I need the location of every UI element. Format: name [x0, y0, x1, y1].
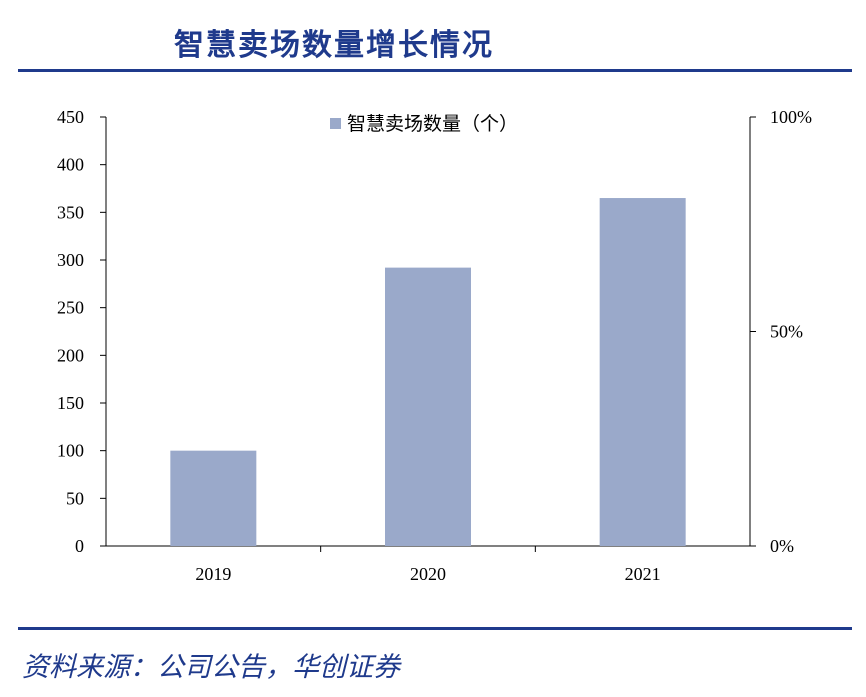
- bar-chart: 0 50 100 150 200 250 300 350 400 450 0% 50% 100% 2019…: [57, 107, 812, 584]
- x-tick-label: 2019: [195, 564, 231, 584]
- footer-divider: [18, 627, 852, 630]
- y-tick-label: 250: [57, 298, 84, 318]
- x-tick-label: 2020: [410, 564, 446, 584]
- chart-title: 智慧卖场数量增长情况: [174, 29, 494, 62]
- x-tick-label: 2021: [625, 564, 661, 584]
- y-tick-label: 200: [57, 345, 84, 365]
- y2-tick-label: 100%: [770, 107, 812, 127]
- bar-2021: [599, 198, 686, 547]
- y-tick-label: 300: [57, 250, 84, 270]
- source-note: 资料来源：公司公告，华创证券: [22, 652, 400, 682]
- y-tick-label: 100: [57, 441, 84, 461]
- legend-swatch: [330, 118, 341, 129]
- y-tick-label: 150: [57, 393, 84, 413]
- y-tick-label: 400: [57, 155, 84, 175]
- bar-2019: [170, 450, 257, 546]
- bar-2020: [385, 267, 471, 546]
- legend-label: 智慧卖场数量（个）: [347, 113, 518, 135]
- y-tick-label: 350: [57, 202, 84, 222]
- y-tick-label: 50: [66, 488, 84, 508]
- y2-tick-label: 0%: [770, 536, 794, 556]
- y-tick-label: 450: [57, 107, 84, 127]
- y-tick-label: 0: [75, 536, 84, 556]
- header-divider: [18, 69, 852, 72]
- y2-tick-label: 50%: [770, 322, 803, 342]
